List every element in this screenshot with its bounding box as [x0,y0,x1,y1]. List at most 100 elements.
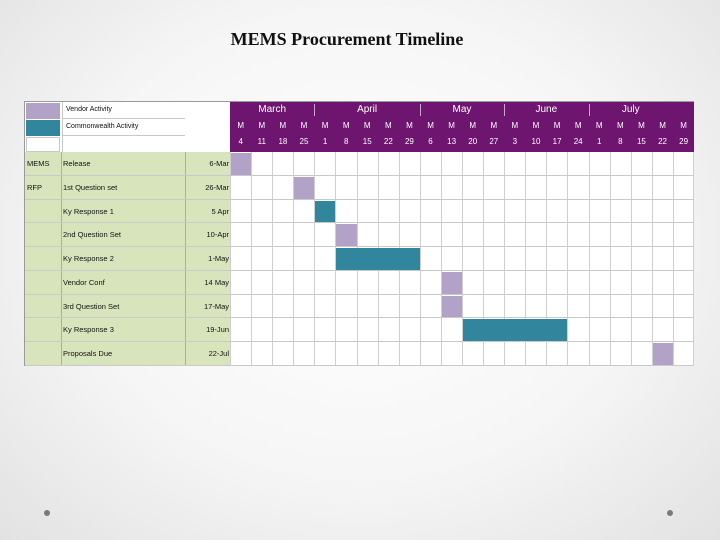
task-label: Vendor Conf [63,277,105,287]
week-dow-label: M [321,121,329,130]
vendor-activity-bar [336,224,357,247]
week-date-label: 1 [322,137,328,146]
task-label: 1st Question set [63,182,118,192]
week-dow-label: M [258,121,266,130]
week-date-label: 3 [512,137,518,146]
task-label: 2nd Question Set [63,230,121,240]
page-title: MEMS Procurement Timeline [230,29,464,49]
task-label: 3rd Question Set [63,301,120,311]
week-dow-label: M [448,121,455,130]
week-date-label: 17 [552,137,562,146]
legend-empty-cell [26,137,60,152]
week-date-label: 29 [679,137,689,146]
task-date: 17-May [203,301,229,311]
task-label: Ky Response 2 [63,254,114,264]
task-row-divider [25,341,694,343]
task-row-divider [25,198,694,200]
week-date-label: 22 [658,137,667,146]
slide-corner-dot-left [44,510,50,516]
week-gridline [483,152,485,366]
commonwealth-activity-bar [315,200,336,223]
week-date-label: 8 [343,137,349,146]
month-divider [419,104,421,116]
timeline-header: March April May June July M 4 M 11 M 18 M 25 M 1 M 8 M 15 M… [230,102,694,152]
task-phase: RFP [27,182,42,192]
week-gridline [693,152,694,366]
legend-empty-label [62,136,185,153]
task-row-divider [25,365,694,366]
vendor-activity-bar [441,271,462,294]
week-gridline [567,152,569,366]
week-dow-label: M [363,121,371,130]
week-gridline [293,152,295,366]
commonwealth-activity-bar [336,248,420,270]
week-gridline [419,152,421,366]
vendor-activity-bar [441,295,462,318]
month-march: March [258,104,287,115]
vendor-activity-swatch [26,103,60,119]
week-gridline [272,152,274,366]
week-date-label: 24 [573,137,583,146]
week-gridline [230,152,231,366]
month-july: July [621,104,640,115]
commonwealth-activity-swatch [26,120,60,136]
week-date-label: 20 [468,137,478,146]
week-dow-label: M [469,121,477,130]
week-date-label: 11 [257,137,266,146]
week-gridline [588,152,590,366]
task-date: 26-Mar [205,182,229,192]
week-date-label: 25 [299,137,309,146]
date-column-divider [185,152,186,366]
task-label-panel [25,152,230,366]
task-label: Ky Response 3 [63,325,114,335]
month-divider [588,104,590,116]
task-date: 14 May [204,277,229,287]
week-dow-label: M [279,121,287,130]
gantt-chart: Vendor Activity Commonwealth Activity Ma… [24,101,694,366]
month-june: June [535,104,558,115]
month-divider [504,104,506,116]
task-date: 22-Jul [208,349,229,359]
week-gridline [314,152,316,366]
task-row-divider [25,293,694,295]
week-gridline [546,152,548,366]
week-dow-label: M [490,121,498,130]
week-date-label: 4 [238,137,243,146]
task-row-divider [25,317,694,319]
vendor-activity-bar [231,153,252,175]
week-date-label: 1 [597,137,602,146]
vendor-activity-bar [652,343,673,365]
week-date-label: 8 [618,137,623,146]
week-dow-label: M [617,121,624,130]
week-date-label: 15 [636,137,646,146]
task-row-divider [25,269,694,271]
task-label: Proposals Due [63,349,113,359]
week-dow-label: M [574,121,582,130]
vendor-activity-bar [294,176,315,199]
week-date-label: 22 [383,137,393,146]
task-date: 6-Mar [209,159,229,168]
week-gridline [504,152,506,366]
week-dow-label: M [300,121,308,130]
task-row-divider [25,222,694,224]
week-gridline [335,152,337,366]
vendor-activity-label: Vendor Activity [62,102,185,119]
task-phase: MEMS [27,159,50,168]
month-divider [314,104,316,116]
week-gridline [672,152,674,366]
week-dow-label: M [638,121,645,130]
month-april: April [357,104,378,115]
week-dow-label: M [237,121,245,130]
week-dow-label: M [406,121,413,130]
week-gridline [651,152,653,366]
task-label: Release [63,159,91,168]
week-date-label: 13 [447,137,457,146]
week-gridline [609,152,611,366]
task-row-divider [25,246,694,248]
week-gridline [525,152,527,366]
commonwealth-activity-label: Commonwealth Activity [62,119,185,136]
week-gridline [440,152,442,366]
task-label: Ky Response 1 [63,206,114,216]
week-date-label: 6 [428,137,433,146]
week-dow-label: M [342,121,350,130]
